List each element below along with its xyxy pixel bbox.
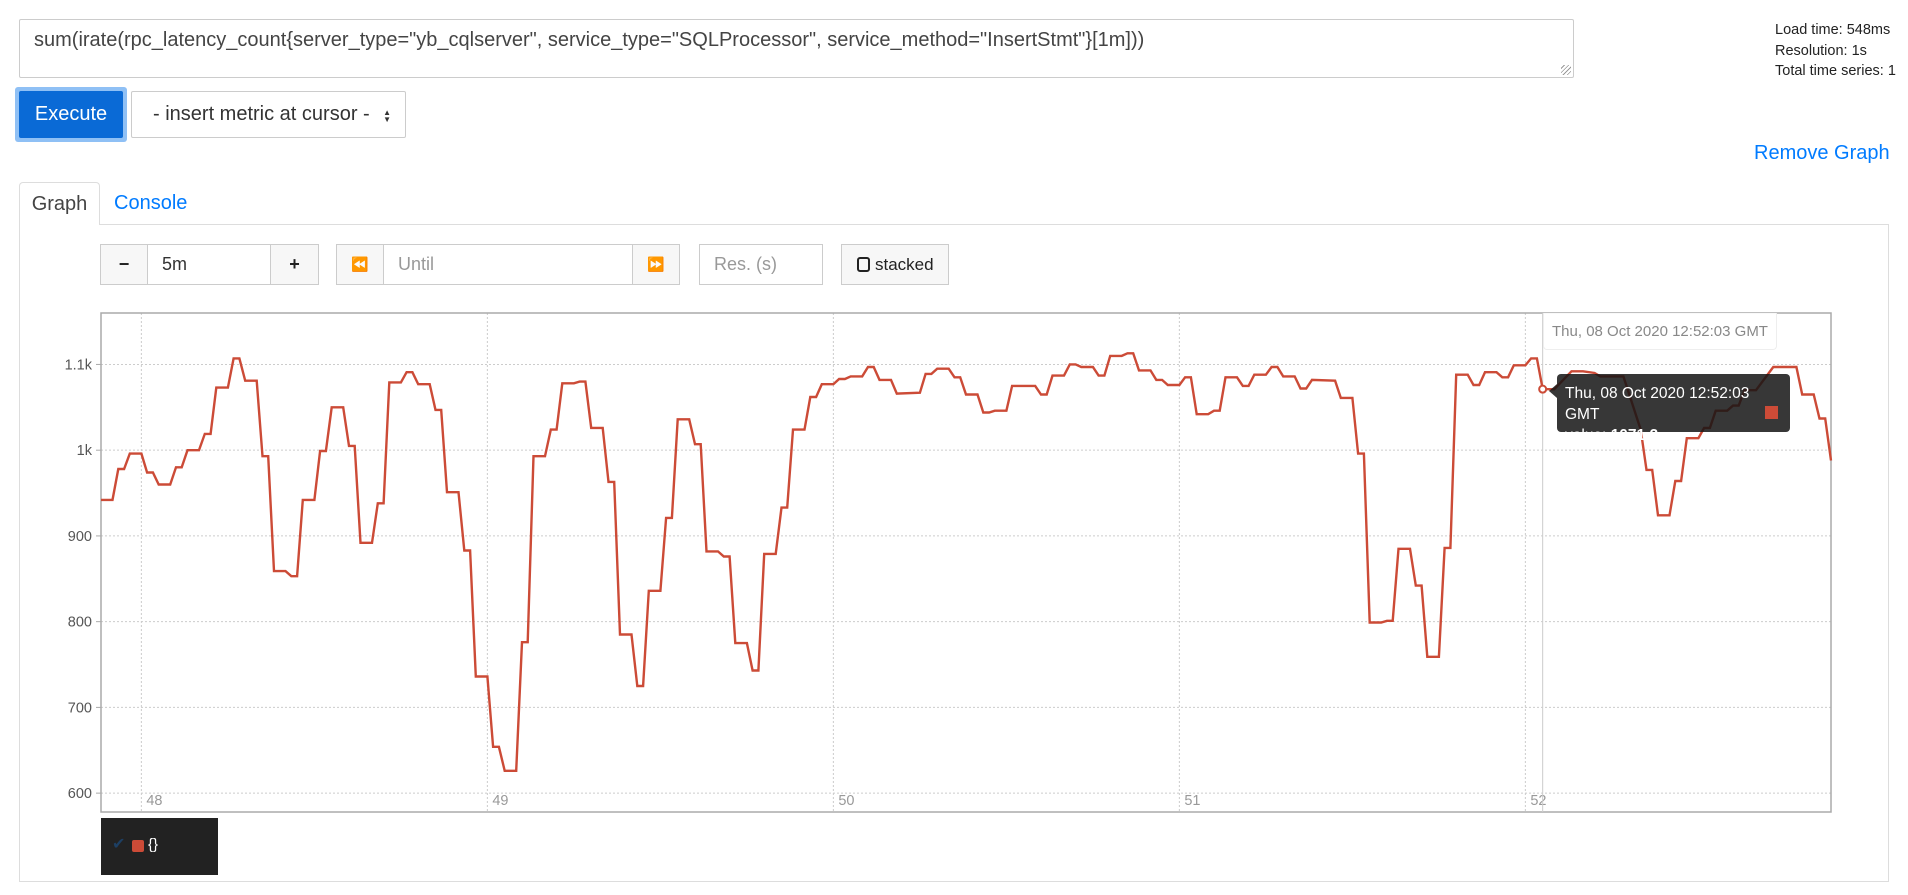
x-tick-label: 51 bbox=[1184, 793, 1200, 809]
insert-metric-select[interactable]: - insert metric at cursor - ▲ ▼ bbox=[131, 91, 406, 138]
tab-divider bbox=[100, 224, 1889, 225]
y-tick-label: 700 bbox=[68, 700, 92, 716]
expression-text: sum(irate(rpc_latency_count{server_type=… bbox=[34, 29, 1145, 51]
plus-icon: + bbox=[289, 254, 300, 274]
y-tick-label: 800 bbox=[68, 615, 92, 631]
load-time: Load time: 548ms bbox=[1775, 22, 1891, 38]
range-value: 5m bbox=[162, 254, 188, 274]
x-tick-label: 49 bbox=[492, 793, 508, 809]
stacked-toggle[interactable]: stacked bbox=[841, 244, 949, 285]
time-forward-button[interactable]: ⏩ bbox=[632, 244, 680, 285]
y-tick-label: 1k bbox=[77, 443, 93, 459]
resolution-placeholder: Res. (s) bbox=[714, 254, 777, 274]
query-stats: Load time: 548ms Resolution: 1s Total ti… bbox=[1775, 20, 1896, 82]
x-tick-label: 48 bbox=[146, 793, 162, 809]
resolution-input[interactable]: Res. (s) bbox=[699, 244, 823, 285]
y-tick-label: 900 bbox=[68, 529, 92, 545]
tooltip-value-label: value: bbox=[1565, 427, 1607, 444]
total-time-series: Total time series: 1 bbox=[1775, 63, 1896, 79]
time-back-button[interactable]: ⏪ bbox=[336, 244, 384, 285]
legend-swatch bbox=[132, 840, 144, 852]
execute-button[interactable]: Execute bbox=[19, 91, 123, 138]
minus-icon: − bbox=[118, 254, 130, 274]
legend: ✔ {} bbox=[101, 818, 218, 875]
select-arrows-icon: ▲ ▼ bbox=[383, 108, 391, 124]
tooltip-value: 1071.2 bbox=[1610, 427, 1659, 444]
expression-input[interactable]: sum(irate(rpc_latency_count{server_type=… bbox=[19, 19, 1574, 78]
series-line bbox=[101, 352, 1833, 772]
fast-forward-icon: ⏩ bbox=[647, 256, 665, 272]
until-placeholder: Until bbox=[398, 254, 435, 274]
plot-border bbox=[100, 312, 1832, 813]
remove-graph-link[interactable]: Remove Graph bbox=[1754, 142, 1890, 164]
y-tick-label: 600 bbox=[68, 786, 92, 802]
range-input[interactable]: 5m bbox=[147, 244, 271, 285]
x-tick-label: 50 bbox=[838, 793, 854, 809]
hover-x-label: Thu, 08 Oct 2020 12:52:03 GMT bbox=[1543, 313, 1777, 350]
range-increase-button[interactable]: + bbox=[270, 244, 319, 285]
tooltip-series-swatch bbox=[1765, 406, 1778, 419]
hover-tooltip: Thu, 08 Oct 2020 12:52:03 GMT value: 107… bbox=[1549, 374, 1790, 444]
resolution: Resolution: 1s bbox=[1775, 42, 1867, 59]
until-input[interactable]: Until bbox=[383, 244, 633, 285]
insert-metric-label: - insert metric at cursor - bbox=[153, 103, 370, 125]
checkbox-icon bbox=[857, 257, 870, 272]
resize-handle-icon[interactable] bbox=[1561, 65, 1571, 75]
legend-label[interactable]: {} bbox=[148, 836, 159, 853]
y-tick-label: 1.1k bbox=[65, 357, 93, 373]
check-icon[interactable]: ✔ bbox=[112, 836, 126, 853]
graph-panel bbox=[19, 224, 1889, 882]
x-tick-label: 52 bbox=[1530, 793, 1546, 809]
tooltip-time: Thu, 08 Oct 2020 12:52:03 GMT bbox=[1565, 385, 1750, 423]
stacked-label: stacked bbox=[875, 254, 934, 274]
hover-point bbox=[1538, 384, 1548, 394]
tab-graph[interactable]: Graph bbox=[19, 182, 100, 225]
fast-backward-icon: ⏪ bbox=[351, 256, 369, 272]
tab-console[interactable]: Console bbox=[114, 192, 188, 214]
